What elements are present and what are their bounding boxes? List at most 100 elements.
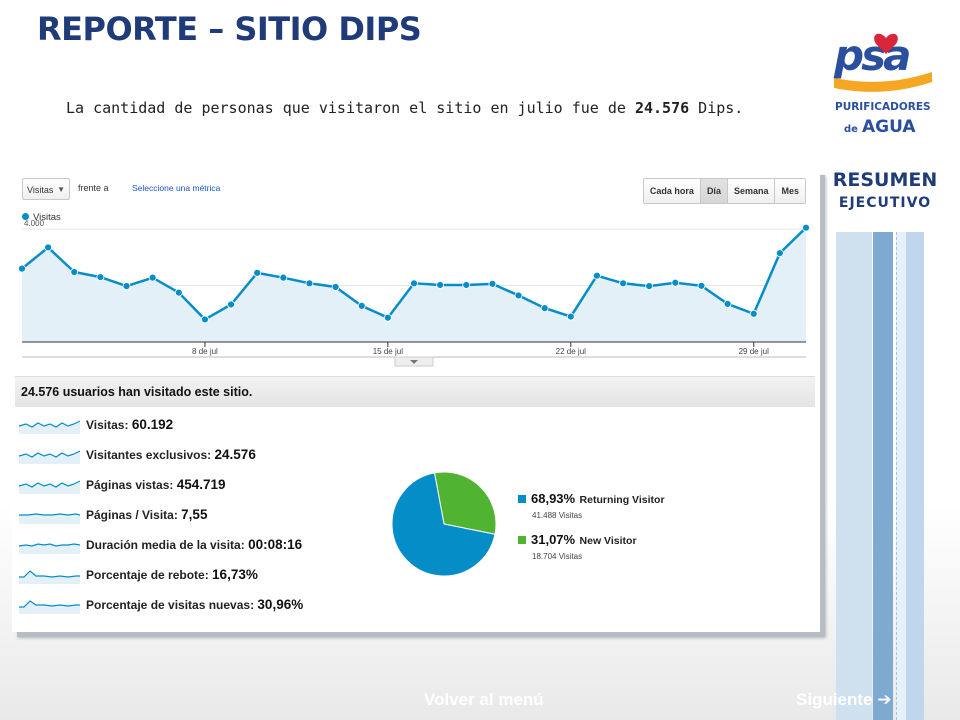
data-point — [514, 291, 523, 300]
data-point — [96, 273, 105, 281]
metric-value: 16,73% — [212, 567, 258, 582]
data-point — [775, 249, 784, 257]
data-point — [540, 304, 549, 313]
data-point — [357, 301, 366, 310]
data-point — [331, 283, 340, 291]
metric-value: 24.576 — [214, 447, 256, 462]
sparkline — [19, 570, 80, 584]
new-label: New Visitor — [579, 535, 637, 547]
series-name: Visitas — [33, 212, 61, 223]
summary-headline: 24.576 usuarios han visitado este sitio. — [21, 385, 253, 399]
y-tick-label: 4.000 — [24, 219, 45, 228]
granularity-day-button[interactable]: Día — [700, 179, 728, 203]
next-link[interactable]: Siguiente ➔ — [796, 690, 892, 710]
compare-label: frente a — [78, 183, 109, 193]
arrow-right-icon: ➔ — [877, 690, 892, 709]
intro-sentence: La cantidad de personas que visitaron el… — [66, 99, 626, 117]
page-title: REPORTE – SITIO DIPS — [37, 10, 422, 48]
metric-value: 7,55 — [181, 507, 208, 522]
data-point — [671, 278, 680, 287]
section-label-line1: RESUMEN — [832, 169, 938, 191]
logo-line2-prefix: de — [844, 124, 858, 135]
pie-legend-returning: 68,93% Returning Visitor 41.488 Visitas — [518, 490, 665, 520]
data-point — [436, 281, 445, 289]
section-label: RESUMEN EJECUTIVO — [826, 168, 944, 214]
data-point — [148, 273, 157, 282]
returning-visits: 41.488 Visitas — [532, 511, 583, 520]
metric-label: Páginas / Visita: 7,55 — [86, 507, 208, 522]
new-visits: 18.704 Visitas — [532, 552, 583, 561]
analytics-panel: Visitas ▼ frente a Seleccione una métric… — [12, 170, 820, 632]
legend-swatch — [518, 536, 526, 544]
metric-label: Visitas: 60.192 — [86, 417, 174, 432]
decor-stripe — [896, 232, 907, 720]
sparkline — [18, 543, 80, 554]
intro-suffix: Dips. — [698, 99, 744, 117]
metric-row: Páginas / Visita: 7,55 — [18, 504, 358, 526]
data-point — [749, 309, 758, 318]
decor-stripe — [836, 232, 872, 720]
data-point — [44, 243, 53, 252]
decor-stripe — [873, 232, 893, 720]
logo-line2-main: AGUA — [862, 117, 916, 137]
next-link-label: Siguiente — [796, 690, 873, 709]
visitor-type-pie-chart — [392, 471, 497, 577]
logo-line1: PURIFICADORES — [835, 101, 931, 113]
data-point — [410, 279, 418, 288]
metric-row: Páginas vistas: 454.719 — [18, 474, 358, 496]
data-point — [383, 313, 392, 322]
chart-toolbar: Visitas ▼ frente a Seleccione una métric… — [22, 178, 812, 208]
data-point — [593, 271, 601, 280]
granularity-week-button[interactable]: Semana — [727, 179, 776, 203]
data-point — [802, 223, 810, 232]
select-metric-link[interactable]: Seleccione una métrica — [132, 183, 221, 193]
pie-slice — [433, 471, 497, 535]
granularity-month-button[interactable]: Mes — [775, 179, 805, 203]
data-point — [227, 300, 235, 309]
sparkline — [19, 513, 80, 524]
metric-value: 60.192 — [131, 417, 174, 432]
sparkline — [18, 420, 80, 434]
metric-label: Visitantes exclusivos: 24.576 — [86, 447, 256, 462]
chevron-down-icon — [410, 360, 418, 364]
returning-percent: 68,93% — [531, 491, 576, 506]
data-point — [70, 268, 79, 276]
metric-select[interactable]: Visitas ▼ — [22, 178, 70, 200]
data-point — [723, 299, 732, 308]
returning-label: Returning Visitor — [579, 494, 665, 506]
sparkline — [19, 600, 80, 614]
granularity-hourly-button[interactable]: Cada hora — [643, 179, 701, 203]
sparkline — [18, 480, 80, 494]
metric-label: Páginas vistas: 454.719 — [86, 477, 226, 492]
metric-label: Duración media de la visita: 00:08:16 — [86, 537, 303, 552]
chart-legend: Visitas — [22, 212, 61, 223]
legend-swatch — [518, 495, 526, 503]
metric-row: Porcentaje de rebote: 16,73% — [18, 564, 358, 586]
metric-select-value: Visitas — [27, 185, 54, 195]
logo-brand: psa — [833, 31, 909, 80]
pie-slice — [392, 472, 496, 577]
data-point — [174, 288, 183, 297]
intro-text: La cantidad de personas que visitaron el… — [66, 96, 746, 120]
metric-label: Porcentaje de visitas nuevas: 30,96% — [86, 597, 304, 612]
data-point — [18, 264, 26, 273]
metric-row: Duración media de la visita: 00:08:16 — [18, 534, 358, 556]
data-point — [279, 273, 288, 282]
data-point — [122, 282, 131, 291]
x-tick-label: 29 de jul — [739, 347, 769, 356]
new-percent: 31,07% — [531, 532, 576, 547]
x-tick-label: 22 de jul — [556, 347, 586, 356]
metric-row: Visitas: 60.192 — [18, 414, 358, 436]
data-point — [305, 279, 314, 288]
metric-row: Visitantes exclusivos: 24.576 — [18, 444, 358, 466]
logo-swoosh — [834, 72, 932, 92]
sparkline — [18, 450, 80, 464]
visitor-count-highlight: 24.576 — [634, 99, 690, 117]
x-tick-label: 8 de jul — [192, 347, 218, 356]
data-point — [253, 268, 262, 277]
metric-value: 00:08:16 — [248, 537, 303, 552]
granularity-buttons: Cada hora Día Semana Mes — [642, 178, 806, 204]
metric-value: 454.719 — [176, 477, 226, 492]
back-to-menu-link[interactable]: Volver al menú — [424, 690, 544, 709]
